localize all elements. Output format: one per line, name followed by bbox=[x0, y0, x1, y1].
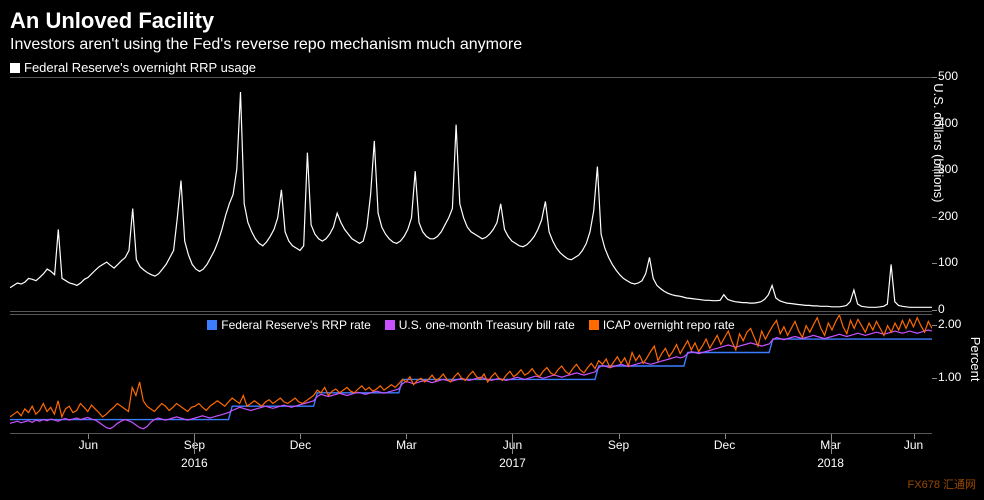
watermark: FX678 汇通网 bbox=[908, 476, 976, 492]
x-tick-label: Dec bbox=[290, 438, 311, 452]
legend-label: ICAP overnight repo rate bbox=[603, 318, 735, 332]
chart-title: An Unloved Facility bbox=[10, 8, 980, 34]
rates-chart: Federal Reserve's RRP rate U.S. one-month… bbox=[10, 314, 980, 434]
y-tick-label: 200 bbox=[938, 209, 958, 223]
x-year-label: 2016 bbox=[181, 456, 208, 470]
x-tick-label: Dec bbox=[714, 438, 735, 452]
legend-item: U.S. one-month Treasury bill rate bbox=[385, 318, 575, 332]
legend-label: Federal Reserve's RRP rate bbox=[221, 318, 370, 332]
x-axis: JunSepDecMarJunSepDecMarJun201620172018 bbox=[10, 434, 980, 482]
y-tick-label: 100 bbox=[938, 255, 958, 269]
y-tick-label: 300 bbox=[938, 162, 958, 176]
x-tick-label: Jun bbox=[79, 438, 98, 452]
x-tick-label: Mar bbox=[396, 438, 417, 452]
rrp-usage-chart: U.S. dollars (billions) 0100200300400500 bbox=[10, 77, 980, 312]
legend-swatch-rrp-usage bbox=[10, 63, 20, 73]
x-tick-label: Jun bbox=[904, 438, 923, 452]
top-y-axis-label: U.S. dollars (billions) bbox=[931, 83, 946, 202]
top-chart-legend: Federal Reserve's overnight RRP usage bbox=[10, 60, 980, 75]
chart-subtitle: Investors aren't using the Fed's reverse… bbox=[10, 36, 980, 54]
y-tick-label: 400 bbox=[938, 116, 958, 130]
y-tick-label: 2.00 bbox=[938, 317, 961, 331]
y-tick-label: 1.00 bbox=[938, 370, 961, 384]
bottom-chart-legend: Federal Reserve's RRP rate U.S. one-month… bbox=[10, 318, 932, 332]
legend-label: U.S. one-month Treasury bill rate bbox=[399, 318, 575, 332]
bottom-y-axis-label: Percent bbox=[968, 337, 983, 382]
legend-swatch bbox=[207, 320, 217, 330]
x-year-label: 2018 bbox=[817, 456, 844, 470]
x-tick-label: Sep bbox=[608, 438, 629, 452]
x-year-label: 2017 bbox=[499, 456, 526, 470]
top-legend-label: Federal Reserve's overnight RRP usage bbox=[24, 60, 256, 75]
legend-item: ICAP overnight repo rate bbox=[589, 318, 735, 332]
y-tick-label: 500 bbox=[938, 69, 958, 83]
legend-swatch bbox=[589, 320, 599, 330]
legend-item: Federal Reserve's RRP rate bbox=[207, 318, 370, 332]
legend-swatch bbox=[385, 320, 395, 330]
